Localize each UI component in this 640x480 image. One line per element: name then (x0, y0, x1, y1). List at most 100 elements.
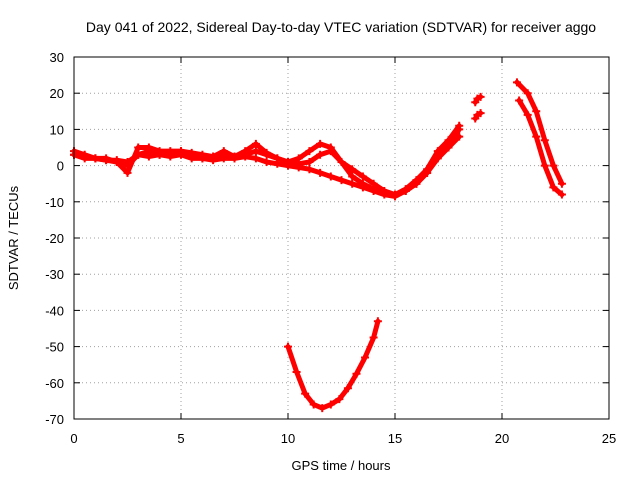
data-point (309, 400, 318, 409)
tick-marks (73, 56, 610, 420)
x-axis-tick-labels: 0 5 10 15 20 25 (70, 431, 616, 446)
y-tick-label: -40 (45, 303, 64, 318)
x-tick-label: 20 (495, 431, 509, 446)
series-pass-e (471, 92, 485, 107)
y-tick-label: -30 (45, 267, 64, 282)
data-point (523, 110, 532, 119)
data-point (102, 154, 111, 163)
data-point (326, 143, 335, 152)
data-point (305, 147, 314, 156)
data-point (476, 109, 485, 118)
x-tick-label: 15 (388, 431, 402, 446)
data-point (301, 389, 310, 398)
series-pass-d (284, 317, 382, 413)
data-point (532, 107, 541, 116)
data-point (251, 139, 260, 148)
data-point (391, 190, 399, 199)
data-point (251, 154, 260, 163)
data-point (230, 152, 239, 161)
series-line (514, 79, 565, 187)
data-point (549, 161, 558, 170)
x-axis-label: GPS time / hours (292, 458, 391, 473)
data-point (316, 139, 325, 148)
y-tick-label: 10 (50, 122, 64, 137)
data-point (557, 179, 566, 188)
data-point (358, 179, 367, 188)
y-tick-label: -10 (45, 195, 64, 210)
data-point (294, 154, 303, 163)
series-pass-g (515, 96, 566, 199)
data-point (380, 186, 389, 195)
data-point (412, 176, 421, 185)
data-point (423, 165, 432, 174)
data-point (337, 157, 346, 166)
series-pass-f (471, 109, 485, 123)
data-point (532, 132, 541, 141)
y-axis-tick-labels: 30 20 10 0 -10 -20 -30 -40 -50 -60 -70 (45, 50, 64, 427)
data-point (549, 183, 558, 192)
data-point (348, 165, 357, 174)
data-point (284, 157, 292, 166)
data-point (343, 384, 352, 393)
data-point (305, 165, 314, 174)
data-point (348, 172, 357, 181)
data-point (123, 168, 132, 177)
y-tick-label: -60 (45, 376, 64, 391)
y-tick-label: 30 (50, 50, 64, 65)
data-point (273, 154, 282, 163)
data-point (134, 143, 143, 152)
y-tick-label: -70 (45, 412, 64, 427)
y-axis-label: SDTVAR / TECUs (6, 185, 21, 290)
x-tick-label: 25 (602, 431, 616, 446)
data-point (166, 147, 175, 156)
chart-title: Day 041 of 2022, Sidereal Day-to-day VTE… (86, 19, 596, 35)
data-point (177, 147, 185, 156)
grid-lines (74, 57, 609, 419)
data-point (326, 400, 335, 409)
y-tick-label: -20 (45, 231, 64, 246)
series-line (516, 97, 565, 198)
data-point (80, 150, 89, 159)
data-point (348, 179, 357, 188)
data-point (335, 395, 344, 404)
data-point (361, 353, 370, 362)
data-point (262, 148, 271, 157)
data-point (305, 157, 314, 166)
y-tick-label: 0 (57, 159, 64, 174)
data-point (198, 150, 207, 159)
data-point (284, 342, 292, 351)
data-point (369, 179, 378, 188)
data-point (337, 176, 346, 185)
data-point (155, 147, 164, 156)
data-point (515, 96, 524, 105)
data-point (540, 161, 549, 170)
data-point (476, 92, 485, 101)
data-point (292, 367, 301, 376)
data-point (358, 172, 367, 181)
data-point (241, 147, 250, 156)
data-point (352, 369, 361, 378)
series-pass-c (70, 121, 464, 199)
series-pass-h (512, 78, 566, 188)
x-tick-label: 10 (281, 431, 295, 446)
data-point (444, 136, 453, 145)
x-tick-label: 5 (177, 431, 184, 446)
data-point (316, 150, 325, 159)
data-point (112, 157, 121, 166)
data-point (219, 147, 228, 156)
data-point (401, 185, 410, 194)
data-point (318, 404, 327, 413)
data-point (91, 154, 100, 163)
data-point (209, 152, 218, 161)
y-tick-label: -50 (45, 340, 64, 355)
data-point (316, 168, 325, 177)
series-line (285, 318, 381, 411)
data-point (523, 89, 532, 98)
data-point (540, 136, 549, 145)
data-point (262, 157, 271, 166)
data-point (433, 147, 442, 156)
data-point (557, 190, 566, 199)
data-series (70, 78, 566, 413)
data-point (326, 172, 335, 181)
